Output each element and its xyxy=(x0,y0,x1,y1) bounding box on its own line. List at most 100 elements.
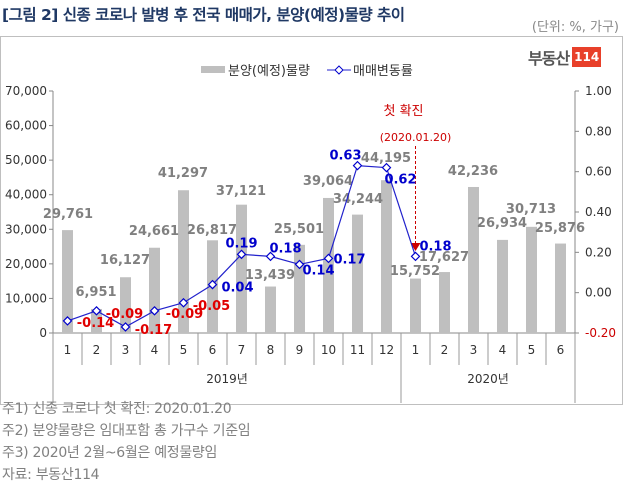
line-marker xyxy=(265,251,276,262)
left-tick-label: 10,000 xyxy=(5,291,47,305)
bar-label: 37,121 xyxy=(216,184,266,199)
line-label: 0.17 xyxy=(333,252,365,267)
line-marker xyxy=(236,249,247,260)
line-marker xyxy=(323,253,334,264)
right-tick-label: 1.00 xyxy=(585,84,612,98)
legend-line-label: 매매변동률 xyxy=(353,64,413,79)
left-tick-label: 20,000 xyxy=(5,257,47,271)
month-label: 4 xyxy=(151,343,159,357)
bar-label: 42,236 xyxy=(448,164,498,179)
month-label: 1 xyxy=(412,343,420,357)
figure-title: [그림 2] 신종 코로나 발병 후 전국 매매가, 분양(예정)물량 추이 xyxy=(2,6,405,24)
bar xyxy=(294,244,305,333)
line-marker xyxy=(178,297,189,308)
line-marker xyxy=(91,305,102,316)
logo-number: 114 xyxy=(572,47,602,67)
right-tick-label: 0.80 xyxy=(585,124,612,138)
bar xyxy=(91,308,102,333)
logo: 부동산 114 xyxy=(528,45,602,69)
legend-bar-label: 분양(예정)물량 xyxy=(228,64,310,79)
line-label: -0.17 xyxy=(135,323,172,338)
month-label: 4 xyxy=(499,343,507,357)
month-label: 1 xyxy=(64,343,72,357)
left-tick-label: 50,000 xyxy=(5,153,47,167)
line-label: 0.63 xyxy=(329,149,361,164)
right-tick-label: -0.20 xyxy=(585,326,616,340)
year-label: 2020년 xyxy=(467,372,509,386)
line-label: 0.14 xyxy=(302,263,334,278)
line-marker xyxy=(207,279,218,290)
annotation-arrow-icon xyxy=(410,243,421,251)
chart-frame xyxy=(0,36,623,405)
line-marker xyxy=(381,162,392,173)
bar-label: 25,501 xyxy=(274,222,324,237)
bar xyxy=(62,230,73,333)
bar-label: 26,817 xyxy=(187,223,237,238)
line-label: 0.18 xyxy=(419,239,451,254)
bar-label: 34,244 xyxy=(333,192,383,207)
line-label: 0.04 xyxy=(221,281,253,296)
bar-label: 16,127 xyxy=(100,253,150,268)
line-label: 0.62 xyxy=(384,173,416,188)
bar xyxy=(120,277,131,333)
line-label: -0.09 xyxy=(106,307,143,322)
bar-label: 6,951 xyxy=(75,285,116,300)
bar xyxy=(555,243,566,333)
month-label: 5 xyxy=(180,343,188,357)
month-label: 6 xyxy=(209,343,217,357)
bar-label: 26,934 xyxy=(477,216,527,231)
bar xyxy=(381,180,392,333)
month-label: 5 xyxy=(528,343,536,357)
bar xyxy=(526,226,537,333)
bar xyxy=(352,214,363,333)
bar xyxy=(468,186,479,333)
note-2: 주2) 분양물량은 임대포함 총 가구수 기준임 xyxy=(2,423,251,439)
line-label: 0.19 xyxy=(225,236,257,251)
line-marker xyxy=(120,322,131,332)
left-tick-label: 60,000 xyxy=(5,119,47,133)
right-tick-label: 0.40 xyxy=(585,205,612,219)
legend-marker-icon xyxy=(334,65,344,75)
line-marker xyxy=(294,259,305,270)
unit-label: (단위: %, 가구) xyxy=(531,20,619,35)
left-tick-label: 40,000 xyxy=(5,188,47,202)
bar xyxy=(497,239,508,333)
line-marker xyxy=(149,305,160,316)
month-label: 7 xyxy=(238,343,246,357)
month-label: 2 xyxy=(93,343,101,357)
line-label: 0.18 xyxy=(269,241,301,256)
bar-label: 30,713 xyxy=(506,202,556,217)
logo-text: 부동산 xyxy=(528,49,570,68)
bar-label: 17,627 xyxy=(419,250,469,265)
month-label: 9 xyxy=(296,343,304,357)
month-label: 3 xyxy=(470,343,478,357)
bar-label: 39,064 xyxy=(303,174,353,189)
note-1: 주1) 신종 코로나 첫 확진: 2020.01.20 xyxy=(2,401,232,417)
legend-bar-swatch xyxy=(201,66,225,73)
note-4: 자료: 부동산114 xyxy=(2,467,100,483)
month-label: 3 xyxy=(122,343,130,357)
line-marker xyxy=(410,251,421,262)
bar xyxy=(410,278,421,333)
bar xyxy=(265,286,276,333)
line-label: -0.09 xyxy=(166,307,203,322)
bar xyxy=(323,197,334,333)
right-tick-label: 0.20 xyxy=(585,245,612,259)
annotation-title: 첫 확진 xyxy=(383,104,423,119)
bar xyxy=(439,272,450,333)
month-label: 8 xyxy=(267,343,275,357)
right-tick-label: 0.00 xyxy=(585,286,612,300)
line-marker xyxy=(352,160,363,171)
bar xyxy=(149,247,160,333)
bar-label: 25,876 xyxy=(535,221,585,236)
year-label: 2019년 xyxy=(206,372,248,386)
right-tick-label: 0.60 xyxy=(585,165,612,179)
line-label: -0.05 xyxy=(193,299,230,314)
left-tick-label: 70,000 xyxy=(5,84,47,98)
month-label: 12 xyxy=(379,343,394,357)
month-label: 2 xyxy=(441,343,449,357)
bar-label: 13,439 xyxy=(245,268,295,283)
note-3: 주3) 2020년 2월~6월은 예정물량임 xyxy=(2,445,218,461)
bar-label: 24,661 xyxy=(129,224,179,239)
